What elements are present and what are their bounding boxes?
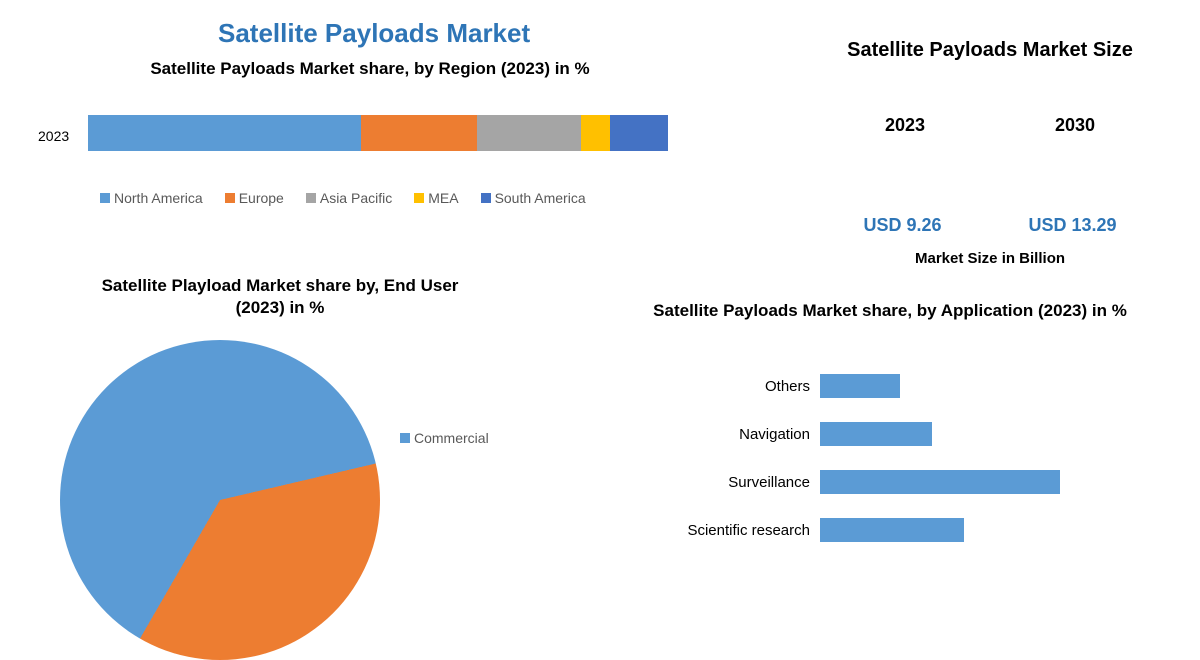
region-segment [88,115,361,151]
app-bar-label: Surveillance [640,474,820,491]
legend-item: Asia Pacific [306,190,392,206]
legend-label: South America [495,190,586,206]
app-bar-row: Surveillance [640,458,1140,506]
region-segment [581,115,610,151]
app-bar-row: Scientific research [640,506,1140,554]
legend-swatch [414,193,424,203]
legend-label: Commercial [414,430,489,446]
app-bar-track [820,374,1140,398]
application-chart-title: Satellite Payloads Market share, by Appl… [640,300,1140,322]
size-value-2: USD 13.29 [1028,215,1116,236]
app-bar [820,374,900,398]
market-size-values: USD 9.26 USD 13.29 [820,215,1160,236]
legend-item: Europe [225,190,284,206]
size-value-1: USD 9.26 [863,215,941,236]
legend-swatch [400,433,410,443]
app-bar-row: Navigation [640,410,1140,458]
app-bar [820,518,964,542]
main-title: Satellite Payloads Market [218,18,530,49]
legend-item: North America [100,190,203,206]
region-stacked-bar [88,115,668,151]
app-bar-row: Others [640,362,1140,410]
app-bar-label: Others [640,378,820,395]
legend-item: South America [481,190,586,206]
region-segment [610,115,668,151]
region-chart-title: Satellite Payloads Market share, by Regi… [120,58,620,80]
region-segment [477,115,581,151]
legend-label: North America [114,190,203,206]
pie-graphic [60,340,380,660]
region-legend: North America Europe Asia Pacific MEA South … [100,190,660,206]
region-segment [361,115,477,151]
app-bar-track [820,422,1140,446]
legend-swatch [481,193,491,203]
pie-legend: Commercial [400,430,489,446]
app-bar-label: Navigation [640,426,820,443]
pie-chart-title: Satellite Playload Market share by, End … [80,275,480,319]
legend-label: MEA [428,190,458,206]
legend-item: Commercial [400,430,489,446]
legend-swatch [306,193,316,203]
pie-chart [60,340,380,600]
app-bar-label: Scientific research [640,522,820,539]
application-chart: Others Navigation Surveillance Scientific r… [640,362,1140,554]
legend-swatch [100,193,110,203]
size-year-1: 2023 [885,115,925,136]
region-year-label: 2023 [38,128,69,144]
app-bar-track [820,518,1140,542]
market-size-years: 2023 2030 [820,115,1160,136]
market-size-unit: Market Size in Billion [820,250,1160,267]
app-bar [820,422,932,446]
size-year-2: 2030 [1055,115,1095,136]
legend-label: Asia Pacific [320,190,392,206]
app-bar-track [820,470,1140,494]
market-size-title: Satellite Payloads Market Size [820,38,1160,63]
legend-item: MEA [414,190,458,206]
app-bar [820,470,1060,494]
legend-swatch [225,193,235,203]
legend-label: Europe [239,190,284,206]
